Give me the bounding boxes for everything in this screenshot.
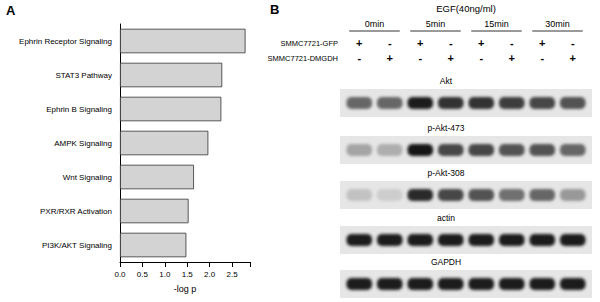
svg-text:actin: actin xyxy=(437,213,455,223)
svg-text:+: + xyxy=(417,37,423,49)
svg-text:p-Akt-473: p-Akt-473 xyxy=(428,123,465,133)
svg-text:-: - xyxy=(388,37,392,49)
svg-text:+: + xyxy=(509,52,515,64)
svg-text:p-Akt-308: p-Akt-308 xyxy=(428,168,465,178)
svg-text:AMPK Signaling: AMPK Signaling xyxy=(54,139,112,148)
svg-text:1.0: 1.0 xyxy=(159,270,171,279)
svg-text:B: B xyxy=(270,2,279,17)
svg-text:-: - xyxy=(540,52,544,64)
svg-text:0.0: 0.0 xyxy=(114,270,126,279)
svg-text:+: + xyxy=(387,52,393,64)
svg-text:SMMC7721-GFP: SMMC7721-GFP xyxy=(280,39,338,48)
svg-text:+: + xyxy=(448,52,454,64)
svg-text:-: - xyxy=(418,52,422,64)
svg-text:0.5: 0.5 xyxy=(137,270,149,279)
svg-text:2.0: 2.0 xyxy=(204,270,216,279)
svg-text:-: - xyxy=(571,37,575,49)
svg-text:GAPDH: GAPDH xyxy=(431,257,461,267)
svg-text:5min: 5min xyxy=(426,19,446,29)
svg-text:+: + xyxy=(356,37,362,49)
svg-text:-: - xyxy=(357,52,361,64)
svg-text:Akt: Akt xyxy=(440,76,453,86)
svg-text:-: - xyxy=(449,37,453,49)
svg-text:2.5: 2.5 xyxy=(227,270,239,279)
svg-text:0min: 0min xyxy=(365,19,385,29)
svg-text:1.5: 1.5 xyxy=(182,270,194,279)
svg-text:-log p: -log p xyxy=(174,284,197,294)
svg-text:SMMC7721-DMGDH: SMMC7721-DMGDH xyxy=(268,54,338,63)
svg-text:15min: 15min xyxy=(484,19,509,29)
svg-text:PI3K/AKT Signaling: PI3K/AKT Signaling xyxy=(42,241,112,250)
svg-text:+: + xyxy=(478,37,484,49)
svg-text:A: A xyxy=(6,3,16,18)
svg-text:EGF(40ng/ml): EGF(40ng/ml) xyxy=(436,3,496,14)
svg-text:+: + xyxy=(539,37,545,49)
svg-text:Ephrin B Signaling: Ephrin B Signaling xyxy=(46,105,112,114)
svg-text:STAT3 Pathway: STAT3 Pathway xyxy=(55,71,112,80)
svg-text:30min: 30min xyxy=(545,19,570,29)
svg-text:-: - xyxy=(479,52,483,64)
svg-text:+: + xyxy=(570,52,576,64)
svg-text:-: - xyxy=(510,37,514,49)
svg-text:PXR/RXR Activation: PXR/RXR Activation xyxy=(40,207,112,216)
svg-text:Wnt Signaling: Wnt Signaling xyxy=(63,173,112,182)
svg-text:Ephrin Receptor Signaling: Ephrin Receptor Signaling xyxy=(19,37,112,46)
